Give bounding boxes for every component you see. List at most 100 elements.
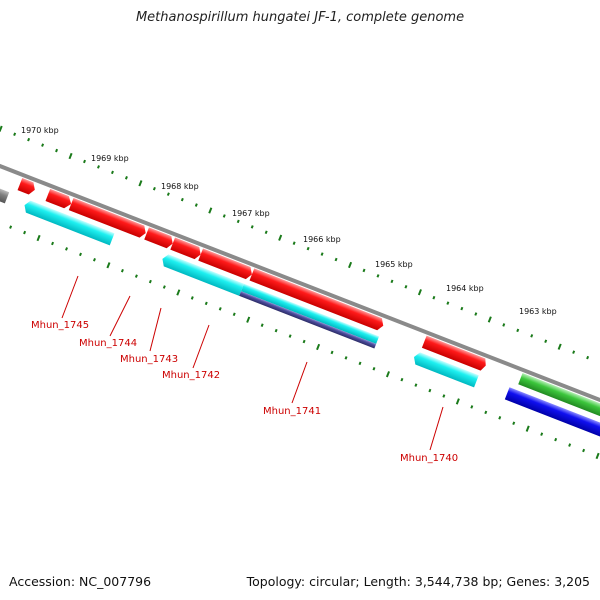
minor-tick — [460, 306, 464, 311]
minor-tick — [344, 356, 348, 360]
genome-backbone — [0, 159, 600, 411]
minor-tick — [572, 350, 576, 354]
minor-tick — [302, 339, 306, 344]
minor-tick — [27, 137, 31, 142]
gene-arrow-reverse — [413, 352, 479, 388]
gene-leader-line — [149, 307, 162, 352]
ruler-label: 1965 kbp — [375, 260, 413, 269]
minor-tick — [554, 437, 558, 442]
minor-tick — [92, 258, 96, 262]
major-tick — [385, 371, 390, 378]
minor-tick — [110, 170, 114, 175]
minor-tick — [13, 132, 17, 136]
minor-tick — [404, 285, 408, 289]
ruler-label: 1969 kbp — [91, 154, 129, 163]
major-tick — [417, 289, 422, 296]
minor-tick — [498, 416, 502, 420]
minor-tick — [428, 388, 432, 393]
minor-tick — [97, 165, 100, 169]
minor-tick — [190, 296, 194, 300]
minor-tick — [288, 334, 292, 338]
gene-label[interactable]: Mhun_1744 — [79, 338, 137, 349]
blue-feature — [504, 387, 600, 447]
ruler-label: 1968 kbp — [161, 182, 199, 191]
gene-arrow-forward — [45, 188, 72, 209]
minor-tick — [120, 268, 124, 273]
minor-tick — [400, 377, 404, 382]
minor-tick — [376, 274, 380, 278]
minor-tick — [530, 334, 534, 338]
ruler-label: 1964 kbp — [446, 284, 484, 293]
minor-tick — [334, 257, 338, 262]
forward-strand-features — [17, 177, 600, 428]
minor-tick — [204, 301, 208, 306]
major-tick — [68, 152, 73, 160]
minor-tick — [79, 252, 82, 257]
minor-tick — [358, 361, 362, 366]
minor-tick — [372, 367, 376, 371]
minor-tick — [330, 350, 334, 355]
minor-tick — [306, 246, 310, 251]
minor-tick — [134, 274, 138, 278]
major-tick — [106, 262, 111, 269]
gene-arrow-forward — [421, 335, 486, 371]
major-tick — [348, 261, 353, 269]
major-tick — [176, 289, 181, 296]
minor-tick — [320, 252, 324, 256]
minor-tick — [274, 328, 278, 333]
gene-arrow-forward — [17, 177, 35, 195]
gene-arrow-forward — [68, 197, 146, 238]
major-tick — [208, 207, 213, 214]
minor-tick — [152, 186, 156, 191]
gene-arrow-reverse — [162, 254, 244, 296]
gene-arrow-forward — [198, 248, 252, 280]
minor-tick — [292, 241, 296, 245]
major-tick — [36, 234, 41, 242]
major-tick — [455, 398, 460, 405]
major-tick — [278, 234, 283, 241]
major-tick — [487, 316, 492, 323]
minor-tick — [236, 219, 240, 224]
grey-feature — [0, 186, 10, 204]
gene-leader-line — [61, 275, 79, 319]
ruler-label: 1967 kbp — [232, 209, 270, 218]
minor-tick — [470, 405, 474, 409]
major-tick — [0, 125, 3, 132]
gene-arrow-forward — [249, 268, 384, 331]
minor-tick — [260, 323, 264, 327]
minor-tick — [232, 312, 236, 317]
minor-tick — [540, 432, 544, 436]
gene-leader-line — [192, 324, 210, 369]
minor-tick — [250, 225, 254, 229]
minor-tick — [194, 203, 198, 207]
minor-tick — [516, 328, 520, 333]
minor-tick — [124, 176, 128, 180]
minor-tick — [218, 307, 222, 311]
minor-tick — [484, 410, 488, 415]
gene-label[interactable]: Mhun_1745 — [31, 320, 89, 331]
ruler-label: 1970 kbp — [21, 126, 59, 135]
minor-tick — [502, 323, 506, 327]
minor-tick — [446, 301, 450, 305]
minor-tick — [148, 279, 152, 284]
major-tick — [246, 316, 251, 323]
gene-label[interactable]: Mhun_1742 — [162, 370, 220, 381]
minor-tick — [544, 339, 548, 344]
accession-text: Accession: NC_007796 — [9, 574, 152, 589]
minor-tick — [512, 421, 516, 426]
inner-tick-row — [9, 225, 600, 460]
minor-tick — [586, 355, 590, 360]
minor-tick — [65, 247, 68, 251]
minor-tick — [51, 241, 55, 246]
ruler-label: 1966 kbp — [303, 235, 341, 244]
gene-arrow-reverse — [239, 291, 377, 349]
minor-tick — [83, 159, 86, 164]
gene-arrow-reverse — [241, 283, 380, 344]
gene-label[interactable]: Mhun_1740 — [400, 453, 458, 464]
major-tick — [316, 343, 321, 351]
gene-label[interactable]: Mhun_1741 — [263, 406, 321, 417]
minor-tick — [582, 448, 586, 453]
gene-label[interactable]: Mhun_1743 — [120, 354, 178, 365]
major-tick — [138, 180, 143, 187]
